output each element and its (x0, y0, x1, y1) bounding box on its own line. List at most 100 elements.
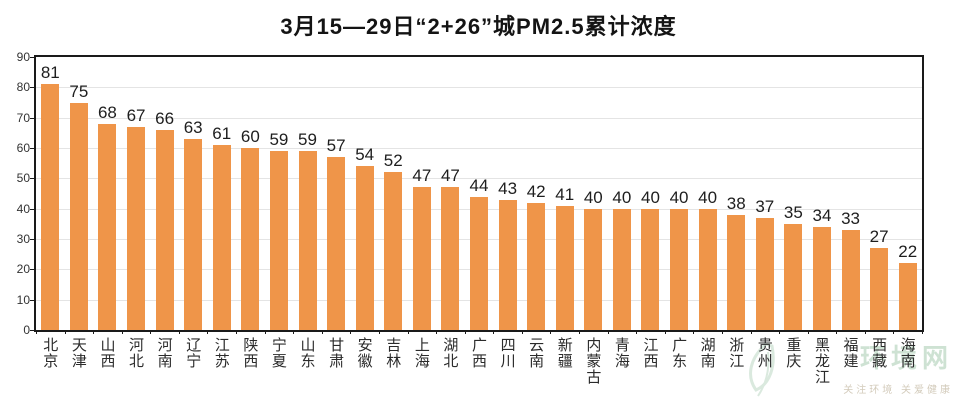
bar (41, 84, 60, 330)
bar-value-label: 34 (812, 205, 832, 225)
bar-value-label: 43 (498, 178, 518, 198)
x-axis-label: 云南 (527, 337, 545, 369)
bar-value-label: 60 (240, 127, 260, 146)
bar (555, 205, 574, 330)
bar-value-label: 35 (783, 202, 803, 222)
bar (898, 263, 917, 330)
bar (412, 187, 431, 330)
x-axis-tick (750, 330, 752, 334)
watermark: 环境网 关注环境 关爱健康 (749, 338, 953, 397)
y-axis-tick-label: 20 (16, 262, 30, 277)
x-axis-tick (521, 330, 523, 334)
watermark-leaf-icon (749, 342, 775, 397)
x-axis-label: 湖北 (441, 337, 459, 369)
x-axis-tick (321, 330, 323, 334)
plot-area: 81 75 68 67 66 63 61 60 59 59 57 54 52 47 47 44 43 42 41 40… (34, 55, 924, 332)
x-axis-label: 陕西 (241, 337, 259, 369)
x-axis-tick (864, 330, 866, 334)
bar-value-label: 27 (869, 227, 889, 247)
gridline (36, 117, 922, 119)
bar (127, 126, 146, 330)
x-axis-label: 广东 (670, 337, 688, 369)
bar-value-label: 61 (212, 123, 232, 143)
x-axis-label: 河北 (127, 337, 145, 369)
x-axis-tick (579, 330, 581, 334)
y-axis-tick-label: 0 (23, 323, 30, 337)
gridline (36, 178, 922, 180)
y-axis-tick (30, 178, 36, 180)
bar (755, 217, 774, 330)
x-axis-tick (121, 330, 123, 334)
bar (698, 208, 717, 330)
x-axis-label: 山东 (298, 337, 316, 369)
x-axis-tick (207, 330, 209, 334)
bar (441, 187, 460, 330)
bar-value-label: 33 (841, 208, 860, 228)
gridline (36, 87, 922, 89)
x-axis-label: 西藏 (870, 337, 888, 369)
x-axis-label: 黑龙江 (812, 337, 830, 385)
x-axis-label: 河南 (155, 337, 173, 369)
x-axis-tick (779, 330, 781, 334)
x-axis-label: 江西 (641, 337, 659, 369)
watermark-logo-text: 环境网 (859, 343, 953, 373)
bar-value-label: 40 (669, 187, 689, 207)
y-axis-tick (30, 269, 36, 271)
bar-value-label: 52 (383, 151, 403, 171)
y-axis-tick (30, 299, 36, 301)
bar (98, 123, 117, 330)
x-axis-label: 海南 (898, 337, 916, 369)
bar-value-label: 38 (726, 193, 746, 213)
x-axis-label: 宁夏 (269, 337, 287, 369)
x-axis-label: 山西 (98, 337, 116, 369)
y-axis-tick-label: 50 (16, 171, 30, 186)
bar-value-label: 40 (612, 187, 632, 207)
bar (212, 144, 231, 330)
bar (784, 223, 803, 330)
x-axis-tick (893, 330, 895, 334)
bar-value-label: 67 (126, 105, 146, 125)
bar-value-label: 54 (355, 145, 375, 165)
x-axis-tick (550, 330, 552, 334)
y-axis-tick-label: 70 (16, 110, 30, 125)
bar (184, 138, 203, 330)
bar (327, 157, 346, 330)
x-axis-label: 安徽 (355, 337, 373, 369)
gridline (36, 148, 922, 149)
bar-value-label: 41 (555, 184, 575, 204)
bar (812, 226, 831, 330)
y-axis-tick (30, 208, 36, 210)
bar-value-label: 40 (698, 187, 718, 207)
bar (584, 208, 603, 330)
x-axis-label: 内蒙古 (584, 337, 602, 385)
bar (384, 172, 403, 330)
x-axis-tick (93, 330, 95, 334)
x-axis-tick (350, 330, 352, 334)
x-axis-tick (636, 330, 638, 334)
bar (269, 151, 288, 330)
bar (727, 214, 746, 330)
bar-value-label: 63 (183, 117, 203, 137)
y-axis-tick (30, 87, 36, 89)
bar-value-label: 37 (755, 196, 775, 216)
x-axis-label: 四川 (498, 337, 516, 369)
bar (527, 202, 546, 330)
x-axis-tick (150, 330, 152, 334)
x-axis-label: 重庆 (784, 337, 802, 369)
bar-value-label: 57 (326, 136, 346, 156)
x-axis-label: 甘肃 (327, 337, 345, 369)
x-axis-label: 吉林 (384, 337, 402, 369)
x-axis-label: 贵州 (755, 337, 773, 369)
chart-title: 3月15—29日“2+26”城PM2.5累计浓度 (280, 14, 677, 39)
bar-value-label: 47 (412, 166, 432, 186)
y-axis-tick (30, 239, 36, 240)
x-axis-tick (807, 330, 809, 334)
y-axis-tick-label: 40 (16, 201, 30, 216)
x-axis-label: 广西 (470, 337, 487, 369)
x-axis-tick (436, 330, 438, 334)
x-axis-tick (693, 330, 695, 334)
x-axis-tick (664, 330, 666, 334)
bar (670, 208, 689, 330)
y-axis-tick-label: 60 (16, 141, 30, 155)
